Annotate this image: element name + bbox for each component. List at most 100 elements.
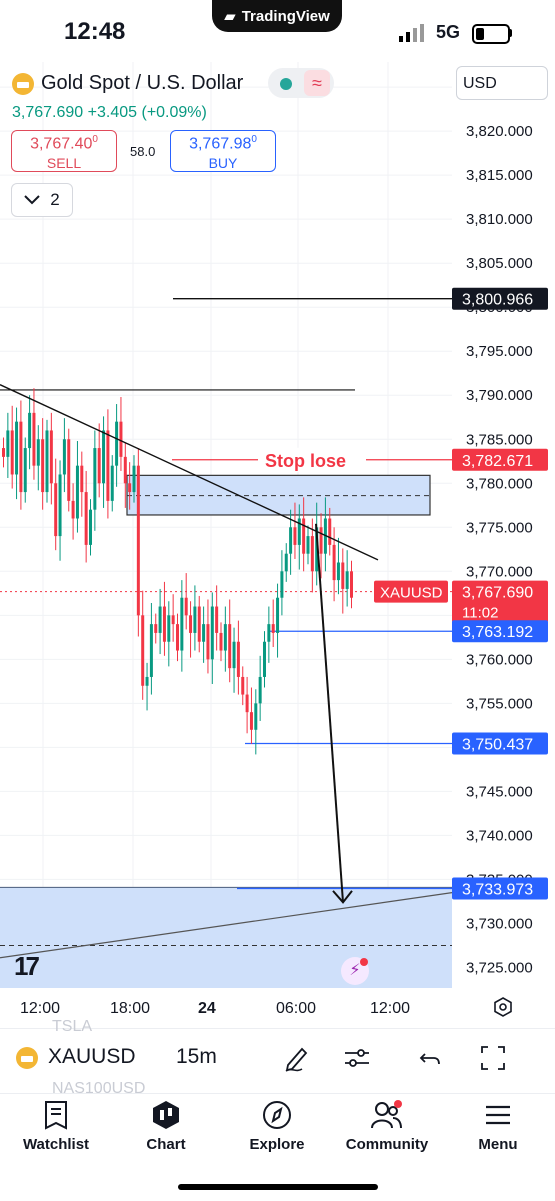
alert-badge [360, 958, 368, 966]
interval-selector[interactable]: 15m [176, 1045, 217, 1068]
sell-price: 3,767.40 [30, 135, 93, 153]
countdown-label: 11:02 [462, 605, 498, 622]
candle-body [297, 518, 301, 545]
candle-body [315, 527, 319, 572]
nav-explore-label: Explore [249, 1136, 305, 1153]
candle-body [136, 465, 140, 616]
indicators-icon[interactable] [342, 1043, 372, 1073]
candle-body [319, 527, 323, 554]
candle-body [41, 439, 45, 493]
time-tick: 12:00 [370, 1000, 411, 1017]
price-label: 3,800.966 [462, 292, 533, 309]
candle-body [332, 544, 336, 581]
menu-icon [486, 1105, 510, 1125]
candle-body [102, 430, 106, 484]
candle-body [71, 500, 75, 519]
candle-body [180, 597, 184, 651]
candle-body [89, 509, 92, 545]
candle-body [145, 676, 149, 686]
nav-watchlist[interactable]: Watchlist [6, 1100, 106, 1153]
price-label-bg [452, 732, 548, 755]
indicators-toggle[interactable]: 2 [11, 183, 73, 217]
battery-icon [472, 24, 510, 44]
scroll-ghost-symbol: TSLA [52, 1018, 93, 1035]
candle-body [215, 606, 219, 633]
trendline-ascending [0, 892, 453, 959]
candle-body [23, 448, 27, 493]
candle-body [62, 439, 66, 475]
price-label: 3,782.671 [462, 453, 533, 470]
status-time: 12:48 [64, 18, 126, 45]
trendline-descending [0, 384, 379, 561]
y-axis-tick-label: 3,730.000 [466, 915, 533, 932]
symbol-header[interactable]: Gold Spot / U.S. Dollar [12, 72, 243, 95]
candle-body [158, 606, 162, 633]
nav-explore[interactable]: Explore [227, 1100, 327, 1153]
candle-body [58, 474, 62, 537]
candle-body [132, 465, 136, 493]
candle-body [184, 597, 188, 616]
candle-body [167, 615, 171, 642]
price-chart[interactable]: 3,830.0003,825.0003,820.0003,815.0003,81… [0, 62, 555, 1052]
nav-chart-label: Chart [146, 1136, 186, 1153]
nav-menu[interactable]: Menu [448, 1100, 548, 1153]
candle-body [241, 676, 245, 695]
y-axis-tick-label: 3,740.000 [466, 827, 533, 844]
nav-chart[interactable]: Chart [116, 1100, 216, 1153]
candle-body [171, 615, 175, 625]
candle-body [110, 465, 114, 501]
candle-body [206, 624, 210, 660]
y-axis-tick-label: 3,795.000 [466, 343, 533, 360]
candle-body [10, 430, 14, 475]
tradingview-pill[interactable]: ▰ TradingView [212, 0, 342, 32]
sell-button[interactable]: 3,767.400 SELL [11, 130, 117, 172]
fullscreen-icon[interactable] [478, 1043, 508, 1073]
candle-body [149, 624, 153, 677]
candle-body [328, 518, 332, 545]
candle-body [162, 606, 166, 642]
candle-body [289, 527, 293, 554]
market-open-icon [280, 78, 292, 90]
price-label-bg [452, 580, 548, 623]
candle-body [263, 641, 266, 677]
candle-body [84, 492, 88, 545]
y-axis-tick-label: 3,775.000 [466, 519, 533, 536]
projection-arrow-head [332, 890, 353, 904]
candle-body [45, 430, 49, 493]
wave-icon[interactable]: ≈ [304, 70, 330, 96]
buy-price: 3,767.98 [189, 135, 252, 153]
nav-community[interactable]: Community [337, 1100, 437, 1153]
chart-settings-icon[interactable] [493, 997, 513, 1017]
bottom-nav [0, 1093, 555, 1201]
candle-body [232, 641, 236, 669]
price-change-pct: (+0.09%) [141, 104, 207, 121]
candle-body [306, 536, 310, 554]
candle-body [271, 624, 275, 633]
demand-zone [0, 887, 452, 988]
watchlist-icon [45, 1101, 67, 1130]
y-axis-tick-label: 3,815.000 [466, 167, 533, 184]
sell-label: SELL [46, 155, 82, 172]
candle-body [197, 606, 201, 642]
symbol-selector[interactable]: XAUUSD [48, 1045, 136, 1068]
candle-body [345, 571, 349, 589]
candle-body [258, 676, 262, 704]
candle-body [350, 571, 353, 598]
undo-icon[interactable] [416, 1043, 446, 1073]
candle-body [32, 412, 36, 466]
currency-select[interactable]: USD [456, 66, 548, 100]
candle-body [189, 615, 193, 633]
spread-value: 58.0 [130, 144, 156, 159]
price-label-bg [452, 287, 548, 310]
y-axis-tick-label: 3,725.000 [466, 959, 533, 976]
candle-body [97, 448, 101, 484]
drawing-tools-icon[interactable] [282, 1043, 312, 1073]
home-indicator [178, 1184, 378, 1190]
price-change: +3.405 [87, 104, 138, 121]
symbol-toolbar [0, 1028, 555, 1093]
buy-button[interactable]: 3,767.980 BUY [170, 130, 276, 172]
candle-body [193, 606, 197, 633]
candle-body [36, 439, 40, 466]
chart-canvas[interactable]: 3,830.0003,825.0003,820.0003,815.0003,81… [0, 62, 555, 988]
time-axis[interactable]: 12:00 18:00 24 06:00 12:00 [0, 988, 555, 1028]
